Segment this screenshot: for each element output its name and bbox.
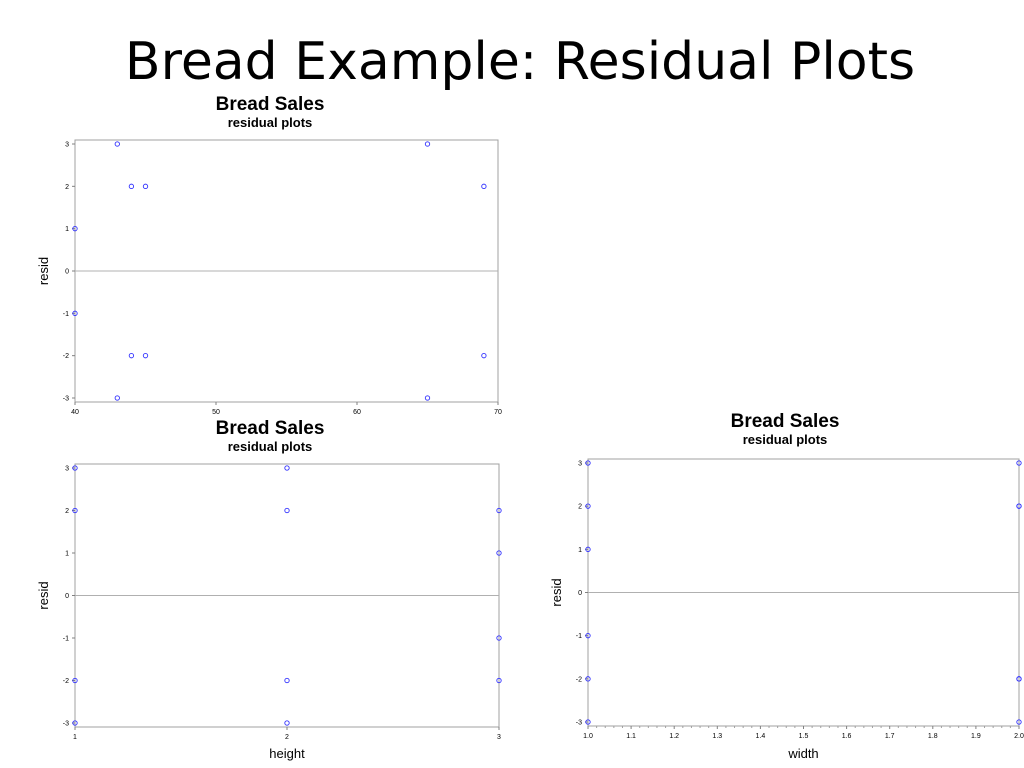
data-point <box>481 183 487 189</box>
x-axis-label: width <box>787 746 818 761</box>
chart-3-subtitle: residual plots <box>742 432 828 447</box>
data-point <box>72 677 78 684</box>
x-axis-label: height <box>269 746 305 761</box>
data-point <box>585 719 591 725</box>
y-tick-label: 2 <box>65 184 69 191</box>
x-tick-label: 1.4 <box>756 733 766 740</box>
chart-1-subtitle: residual plots <box>227 115 313 130</box>
data-point <box>496 550 502 556</box>
data-point <box>128 353 135 359</box>
data-point <box>1016 719 1022 725</box>
x-tick-label: 1.0 <box>583 733 593 740</box>
chart-2-subtitle: residual plots <box>227 439 313 454</box>
data-point <box>72 507 78 514</box>
x-tick-label: 60 <box>353 409 361 416</box>
y-tick-label: -1 <box>63 311 69 318</box>
data-point <box>1016 460 1022 466</box>
y-tick-label: -3 <box>576 720 582 727</box>
data-point <box>72 310 78 316</box>
x-tick-label: 1.6 <box>842 733 852 740</box>
y-tick-label: 3 <box>578 461 582 468</box>
data-point <box>481 353 487 359</box>
data-point <box>284 507 290 514</box>
x-tick-label: 70 <box>494 409 502 416</box>
y-tick-label: 2 <box>578 504 582 511</box>
y-tick-label: -1 <box>576 633 582 640</box>
y-tick-label: 3 <box>65 466 69 473</box>
data-point <box>585 676 591 682</box>
y-tick-label: 2 <box>65 508 69 515</box>
data-point <box>114 395 120 401</box>
data-point <box>72 465 78 471</box>
data-point <box>284 677 290 684</box>
x-tick-label: 1.5 <box>799 733 809 740</box>
data-point <box>284 720 290 726</box>
y-tick-label: 0 <box>65 593 69 600</box>
slide-title: Bread Example: Residual Plots <box>124 32 916 92</box>
y-tick-label: -2 <box>576 676 582 683</box>
data-point <box>72 720 78 726</box>
data-point <box>128 183 135 189</box>
data-point <box>1016 676 1022 682</box>
y-axis-label: resid <box>36 581 51 609</box>
y-tick-label: -2 <box>63 678 69 685</box>
y-tick-label: 1 <box>65 226 69 233</box>
data-point <box>496 635 502 641</box>
data-point <box>424 395 431 401</box>
chart-1-header: Bread Sales residual plots <box>170 94 370 131</box>
chart-3-title: Bread Sales <box>730 411 840 432</box>
x-tick-label: 1.9 <box>971 733 981 740</box>
x-tick-label: 1.1 <box>626 733 636 740</box>
data-point <box>142 353 149 359</box>
data-point <box>424 141 431 147</box>
data-point <box>496 507 502 514</box>
x-tick-label: 50 <box>212 409 220 416</box>
y-tick-label: 3 <box>65 142 69 149</box>
x-tick-label: 1 <box>73 734 77 741</box>
data-point <box>142 183 149 189</box>
y-tick-label: 1 <box>65 551 69 558</box>
chart-3-header: Bread Sales residual plots <box>685 411 885 448</box>
chart-2-title: Bread Sales <box>215 418 325 439</box>
chart-2-header: Bread Sales residual plots <box>170 418 370 455</box>
y-tick-label: 1 <box>578 547 582 554</box>
y-tick-label: 0 <box>578 590 582 597</box>
x-tick-label: 40 <box>71 409 79 416</box>
chart-1-title: Bread Sales <box>215 94 325 115</box>
x-tick-label: 1.8 <box>928 733 938 740</box>
data-point <box>585 460 591 466</box>
data-point <box>1016 503 1022 509</box>
data-point <box>114 141 120 147</box>
x-tick-label: 3 <box>497 734 501 741</box>
y-tick-label: -1 <box>63 636 69 643</box>
y-axis-label: resid <box>549 578 564 606</box>
y-tick-label: -3 <box>63 396 69 403</box>
data-point <box>496 677 502 684</box>
data-point <box>284 465 290 471</box>
x-tick-label: 1.3 <box>712 733 722 740</box>
y-axis-label: resid <box>36 257 51 285</box>
data-point <box>72 226 78 232</box>
data-point <box>585 633 591 639</box>
x-tick-label: 1.2 <box>669 733 679 740</box>
y-tick-label: -3 <box>63 721 69 728</box>
data-point <box>585 503 591 509</box>
x-tick-label: 2.0 <box>1014 733 1024 740</box>
x-tick-label: 2 <box>285 734 289 741</box>
y-tick-label: -2 <box>63 353 69 360</box>
data-point <box>585 546 591 552</box>
x-tick-label: 1.7 <box>885 733 895 740</box>
y-tick-label: 0 <box>65 269 69 276</box>
